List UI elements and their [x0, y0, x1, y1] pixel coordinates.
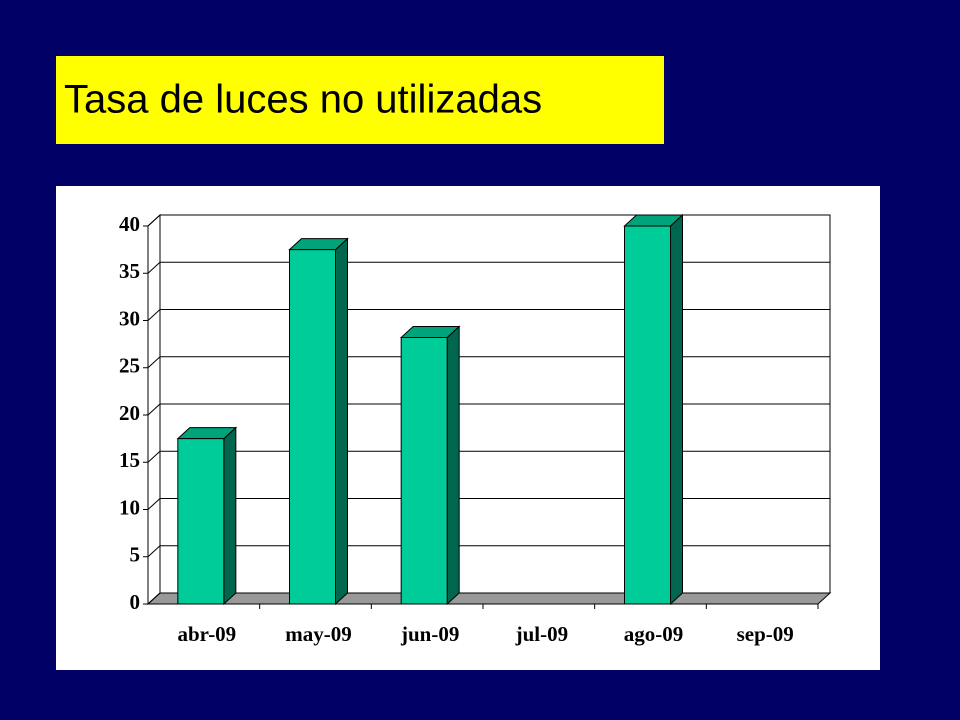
y-tick-label: 15 — [119, 448, 140, 472]
grid-line — [147, 309, 830, 321]
grid-line — [147, 356, 830, 369]
bar-side — [670, 213, 683, 606]
grid-line — [147, 261, 830, 274]
y-tick-label: 0 — [130, 590, 141, 614]
x-tick-label: jul-09 — [515, 622, 569, 646]
title-box — [56, 56, 664, 144]
floor — [146, 592, 832, 605]
grid-line — [147, 450, 830, 463]
y-tick-label: 20 — [119, 401, 140, 425]
x-tick-label: may-09 — [285, 622, 352, 646]
x-tick-label: sep-09 — [737, 622, 794, 646]
bar — [177, 438, 225, 605]
x-tick-label: abr-09 — [177, 622, 236, 646]
x-tick-label: jun-09 — [400, 622, 459, 646]
grid-line — [147, 403, 830, 416]
y-tick-label: 30 — [119, 306, 140, 330]
grid-line — [147, 498, 830, 510]
bar-side — [335, 237, 348, 606]
x-tick-label: ago-09 — [624, 622, 684, 646]
grid-line — [147, 592, 830, 605]
bar-side — [446, 325, 460, 606]
y-tick-label: 25 — [119, 354, 140, 378]
bar — [289, 249, 336, 605]
grid-line — [147, 214, 830, 227]
y-tick-label: 40 — [119, 212, 140, 236]
y-tick-label: 10 — [119, 495, 140, 519]
bar — [624, 225, 671, 605]
y-tick-label: 35 — [119, 259, 140, 283]
y-tick-label: 5 — [130, 543, 141, 567]
grid-line — [147, 545, 830, 558]
chart-title: Tasa de luces no utilizadas — [64, 78, 542, 122]
bar — [400, 337, 448, 605]
bar-side — [223, 426, 237, 606]
